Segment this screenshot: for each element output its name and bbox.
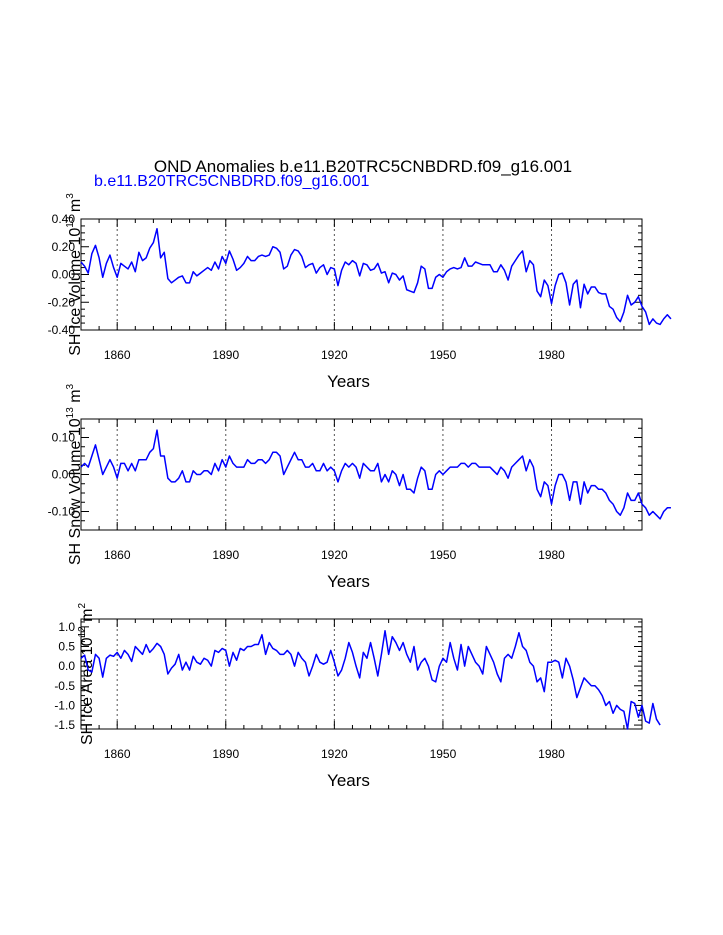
x-tick-label: 1980 <box>538 348 565 362</box>
x-tick-label: 1860 <box>104 747 131 761</box>
series-line <box>80 429 671 520</box>
y-axis-title: SH Ice Area 1012 m2 <box>77 603 96 746</box>
x-tick-label: 1920 <box>321 348 348 362</box>
x-axis-title: Years <box>327 572 370 591</box>
y-tick-label: 0.00 <box>52 468 76 482</box>
y-tick-label: 0.10 <box>52 431 76 445</box>
y-tick-label: -0.10 <box>48 505 76 519</box>
x-tick-label: 1980 <box>538 548 565 562</box>
x-tick-label: 1980 <box>538 747 565 761</box>
x-tick-label: 1950 <box>430 348 457 362</box>
x-tick-label: 1890 <box>212 747 239 761</box>
y-tick-label: -0.5 <box>54 679 75 693</box>
x-tick-label: 1920 <box>321 747 348 761</box>
y-axis-title: SH Ice Volume 1013 m3 <box>65 193 84 356</box>
panel-ice-area: 1.0 0.5 0.0 -0.5 -1.0 -1.5 1860 1890 1920 1950 198… <box>54 603 661 790</box>
x-tick-label: 1950 <box>430 548 457 562</box>
x-tick-label: 1890 <box>212 548 239 562</box>
y-tick-label: -0.20 <box>48 295 76 309</box>
plot-frame <box>80 618 643 730</box>
plot-frame <box>80 418 643 531</box>
y-tick-label: 1.0 <box>58 620 75 634</box>
x-axis-title: Years <box>327 372 370 391</box>
y-tick-label: 0.5 <box>58 640 75 654</box>
x-axis-title: Years <box>327 771 370 790</box>
x-tick-label: 1860 <box>104 548 131 562</box>
y-axis-title: SH Snow Volume 1013 m3 <box>65 383 84 565</box>
figure-subtitle: b.e11.B20TRC5CNBDRD.f09_g16.001 <box>94 173 370 190</box>
panel-ice-volume: 0.40 0.20 0.00 -0.20 -0.40 1860 1890 1920 1950 19… <box>48 193 672 391</box>
x-tick-label: 1950 <box>430 747 457 761</box>
x-tick-label: 1860 <box>104 348 131 362</box>
series-line <box>80 227 672 326</box>
x-tick-label: 1920 <box>321 548 348 562</box>
series-line <box>80 630 661 730</box>
y-tick-label: -1.5 <box>54 718 75 732</box>
figure-title: OND Anomalies b.e11.B20TRC5CNBDRD.f09_g1… <box>154 157 572 176</box>
y-tick-label: 0.40 <box>52 212 76 226</box>
y-tick-label: 0.0 <box>58 659 75 673</box>
y-tick-label: -1.0 <box>54 698 75 712</box>
y-tick-label: 0.20 <box>52 240 76 254</box>
y-tick-label: 0.00 <box>52 268 76 282</box>
x-tick-label: 1890 <box>212 348 239 362</box>
y-tick-label: -0.40 <box>48 323 76 337</box>
plot-frame <box>80 218 643 331</box>
panel-snow-volume: 0.10 0.00 -0.10 1860 1890 1920 1950 1980 Years SH… <box>48 383 671 591</box>
